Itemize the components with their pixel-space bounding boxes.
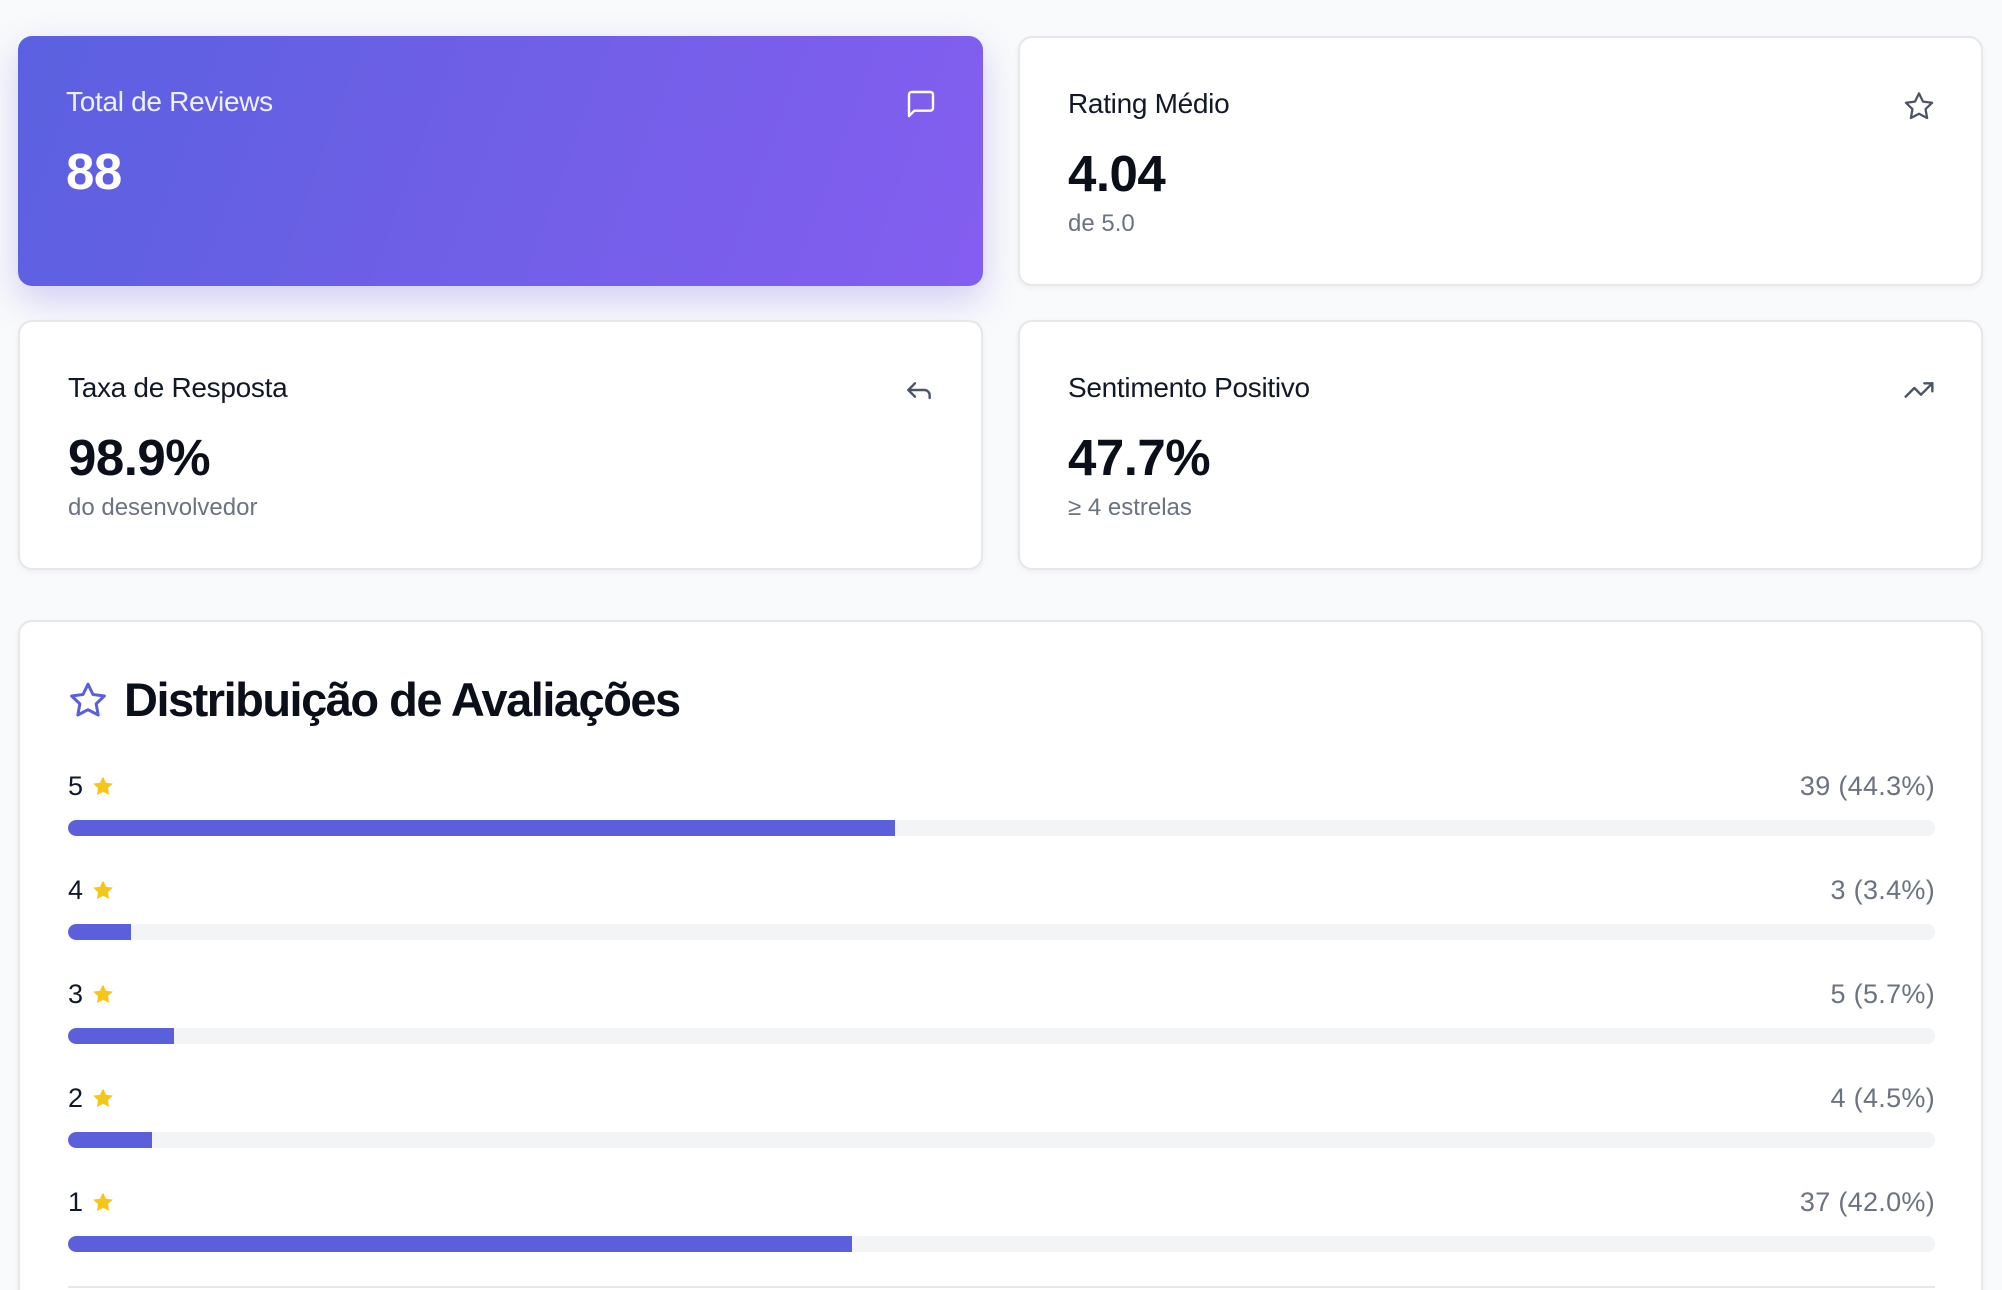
stat-card-response-rate: Taxa de Resposta 98.9% do desenvolvedor xyxy=(18,320,983,570)
progress-track xyxy=(68,924,1935,940)
stat-value: 47.7% xyxy=(1068,429,1211,486)
star-count: 3 xyxy=(68,978,84,1009)
trending-up-icon xyxy=(1903,374,1935,406)
stat-sub: de 5.0 xyxy=(1068,210,1135,237)
star-count: 5 xyxy=(68,770,84,801)
progress-track xyxy=(68,1236,1935,1252)
star-count: 1 xyxy=(68,1186,84,1217)
row-count: 37 (42.0%) xyxy=(1799,1186,1935,1217)
distribution-row-3-star: 3 5 (5.7%) xyxy=(68,978,1935,1068)
stat-label: Total de Reviews xyxy=(66,86,273,117)
star-label: 1 xyxy=(68,1187,115,1218)
stat-label: Taxa de Resposta xyxy=(68,372,288,403)
stat-label: Rating Médio xyxy=(1068,88,1230,119)
row-count: 39 (44.3%) xyxy=(1799,770,1935,801)
row-count: 5 (5.7%) xyxy=(1830,978,1935,1009)
star-label: 3 xyxy=(68,979,115,1010)
row-head: 5 39 (44.3%) xyxy=(68,770,1935,802)
row-head: 4 3 (3.4%) xyxy=(68,874,1935,906)
stat-card-rating: Rating Médio 4.04 de 5.0 xyxy=(1018,36,1983,286)
star-filled-icon xyxy=(91,774,115,798)
distribution-row-2-star: 2 4 (4.5%) xyxy=(68,1082,1935,1172)
stat-card-total-reviews: Total de Reviews 88 xyxy=(18,36,983,286)
star-filled-icon xyxy=(91,878,115,902)
progress-fill xyxy=(68,1028,175,1044)
rating-distribution-panel: Distribuição de Avaliações 5 39 (44.3%) 4 3… xyxy=(18,620,1983,1290)
distribution-row-1-star: 1 37 (42.0%) xyxy=(68,1186,1935,1276)
stat-sub: ≥ 4 estrelas xyxy=(1068,494,1192,521)
divider xyxy=(68,1286,1935,1288)
progress-fill xyxy=(68,924,132,940)
row-count: 3 (3.4%) xyxy=(1830,874,1935,905)
stat-sub: do desenvolvedor xyxy=(68,494,258,521)
star-label: 5 xyxy=(68,771,115,802)
star-count: 4 xyxy=(68,874,84,905)
progress-track xyxy=(68,1028,1935,1044)
star-filled-icon xyxy=(91,982,115,1006)
row-head: 1 37 (42.0%) xyxy=(68,1186,1935,1218)
row-head: 2 4 (4.5%) xyxy=(68,1082,1935,1114)
star-outline-icon xyxy=(68,680,108,720)
star-label: 2 xyxy=(68,1083,115,1114)
progress-fill xyxy=(68,1236,853,1252)
message-square-icon xyxy=(905,88,937,120)
star-filled-icon xyxy=(91,1190,115,1214)
progress-fill xyxy=(68,1132,152,1148)
row-head: 3 5 (5.7%) xyxy=(68,978,1935,1010)
stat-card-sentiment: Sentimento Positivo 47.7% ≥ 4 estrelas xyxy=(1018,320,1983,570)
star-count: 2 xyxy=(68,1082,84,1113)
panel-header: Distribuição de Avaliações xyxy=(68,672,681,727)
star-outline-icon xyxy=(1903,90,1935,122)
row-count: 4 (4.5%) xyxy=(1830,1082,1935,1113)
reply-icon xyxy=(903,374,935,406)
stat-value: 88 xyxy=(66,143,122,200)
progress-fill xyxy=(68,820,896,836)
stat-label: Sentimento Positivo xyxy=(1068,372,1310,403)
star-filled-icon xyxy=(91,1086,115,1110)
stat-value: 98.9% xyxy=(68,429,211,486)
stat-value: 4.04 xyxy=(1068,145,1166,202)
progress-track xyxy=(68,1132,1935,1148)
progress-track xyxy=(68,820,1935,836)
distribution-row-4-star: 4 3 (3.4%) xyxy=(68,874,1935,964)
panel-title: Distribuição de Avaliações xyxy=(124,673,681,726)
distribution-row-5-star: 5 39 (44.3%) xyxy=(68,770,1935,860)
star-label: 4 xyxy=(68,875,115,906)
